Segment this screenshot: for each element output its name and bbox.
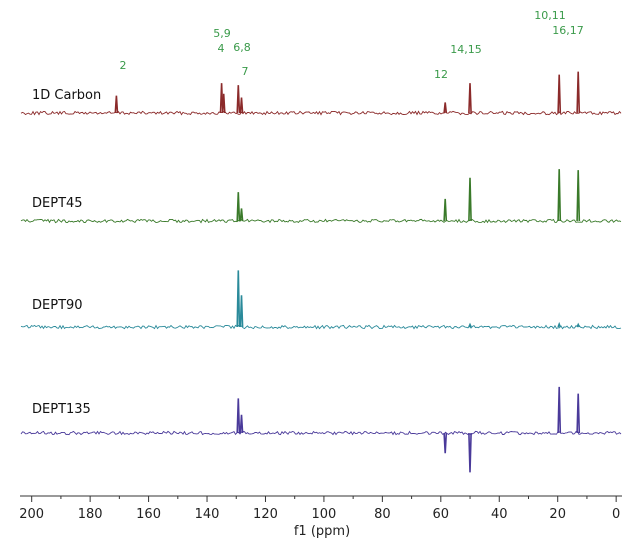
- peak: [239, 97, 244, 114]
- baseline-noise: [20, 324, 622, 330]
- peak: [239, 208, 244, 222]
- peak-label-7: 7: [242, 65, 249, 78]
- peak: [236, 398, 241, 434]
- peak: [443, 198, 448, 222]
- peak: [576, 170, 581, 222]
- peak-label-6-8: 6,8: [233, 41, 251, 54]
- x-tick-label: 160: [136, 507, 161, 522]
- peak: [468, 432, 472, 473]
- x-tick-label: 120: [253, 507, 278, 522]
- peak: [236, 85, 241, 114]
- x-tick-group: 200 180 160 140 120 100 80 60 40 20 0: [19, 496, 620, 522]
- trace-group: [20, 71, 622, 473]
- x-axis: 200 180 160 140 120 100 80 60 40 20 0 f1 (ppm): [19, 495, 622, 539]
- peak-label-10-11: 10,11: [534, 9, 566, 22]
- peak: [114, 95, 119, 114]
- peak: [468, 322, 472, 328]
- x-axis-title: f1 (ppm): [294, 524, 350, 539]
- x-tick-label: 180: [78, 507, 103, 522]
- peak: [239, 414, 244, 434]
- peak: [557, 169, 562, 222]
- baseline-noise: [20, 218, 622, 224]
- x-tick-label: 200: [19, 507, 44, 522]
- peak: [557, 74, 562, 114]
- peak: [576, 71, 581, 114]
- peak: [443, 432, 448, 454]
- peak-label-12: 12: [434, 68, 448, 81]
- x-tick-label: 140: [195, 507, 220, 522]
- peak: [576, 393, 581, 434]
- x-tick-label: 0: [612, 507, 620, 522]
- trace-dept90: [20, 270, 622, 330]
- peak-label-4: 4: [218, 42, 225, 55]
- trace-label-dept45: DEPT45: [32, 196, 83, 211]
- peak: [236, 192, 241, 222]
- peak: [468, 83, 472, 114]
- peak: [219, 83, 224, 114]
- x-tick-label: 20: [549, 507, 566, 522]
- trace-label-dept90: DEPT90: [32, 298, 83, 313]
- x-tick-label: 40: [491, 507, 508, 522]
- peak: [468, 177, 472, 222]
- peak-label-group: 2 5,9 4 6,8 7 12 14,15 10,11 16,17: [120, 9, 584, 81]
- peak: [236, 270, 241, 328]
- trace-dept45: [20, 169, 622, 224]
- peak: [443, 102, 448, 114]
- x-tick-label: 60: [433, 507, 450, 522]
- peak: [239, 295, 244, 328]
- baseline-noise: [20, 110, 622, 116]
- peak-label-5-9: 5,9: [213, 27, 231, 40]
- trace-label-1d-carbon: 1D Carbon: [32, 88, 101, 103]
- x-tick-label: 100: [312, 507, 337, 522]
- trace-label-dept135: DEPT135: [32, 402, 91, 417]
- x-tick-label: 80: [374, 507, 391, 522]
- baseline-noise: [20, 430, 622, 436]
- peak: [576, 322, 581, 328]
- peak: [557, 386, 562, 434]
- peak-label-16-17: 16,17: [552, 24, 584, 37]
- peak: [557, 321, 562, 328]
- peak: [221, 93, 226, 114]
- trace-dept135: [20, 386, 622, 473]
- trace-1d-carbon: [20, 71, 622, 116]
- trace-label-group: 1D Carbon DEPT45 DEPT90 DEPT135: [32, 88, 101, 417]
- peak-label-14-15: 14,15: [450, 43, 482, 56]
- peak-label-2: 2: [120, 59, 127, 72]
